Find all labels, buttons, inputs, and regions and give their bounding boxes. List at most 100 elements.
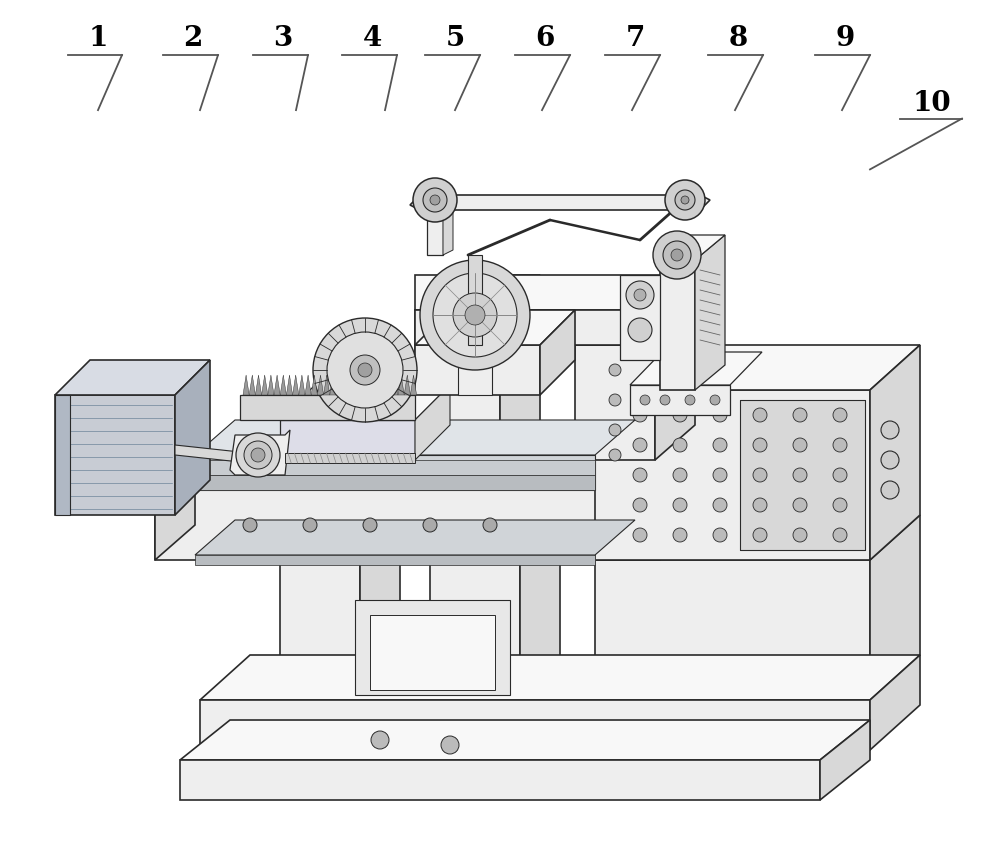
Text: 2: 2 [183, 25, 203, 52]
Circle shape [673, 438, 687, 452]
Circle shape [441, 736, 459, 754]
Polygon shape [195, 420, 635, 455]
Polygon shape [280, 385, 450, 420]
Circle shape [713, 528, 727, 542]
Polygon shape [155, 490, 660, 560]
Circle shape [673, 408, 687, 422]
Polygon shape [195, 455, 595, 490]
Polygon shape [386, 375, 392, 395]
Circle shape [626, 281, 654, 309]
Circle shape [881, 451, 899, 469]
Polygon shape [280, 375, 286, 395]
Polygon shape [274, 375, 280, 395]
Text: 4: 4 [362, 25, 382, 52]
Polygon shape [468, 255, 482, 345]
Circle shape [243, 518, 257, 532]
Polygon shape [655, 310, 695, 460]
Circle shape [413, 178, 457, 222]
Polygon shape [595, 390, 870, 560]
Polygon shape [410, 375, 417, 395]
Circle shape [713, 438, 727, 452]
Circle shape [633, 438, 647, 452]
Polygon shape [200, 655, 920, 700]
Circle shape [371, 731, 389, 749]
Polygon shape [595, 345, 920, 390]
Text: 8: 8 [728, 25, 748, 52]
Polygon shape [230, 430, 290, 475]
Circle shape [453, 293, 497, 337]
Circle shape [303, 518, 317, 532]
Circle shape [251, 448, 265, 462]
Polygon shape [243, 375, 249, 395]
Polygon shape [255, 375, 262, 395]
Circle shape [653, 231, 701, 279]
Polygon shape [540, 310, 575, 395]
Polygon shape [286, 375, 293, 395]
Polygon shape [458, 345, 510, 360]
Polygon shape [870, 515, 920, 700]
Text: 10: 10 [913, 90, 951, 117]
Polygon shape [870, 655, 920, 750]
Polygon shape [175, 360, 210, 515]
Circle shape [633, 408, 647, 422]
Circle shape [673, 498, 687, 512]
Polygon shape [575, 345, 655, 460]
Polygon shape [285, 453, 415, 463]
Polygon shape [458, 345, 492, 395]
Polygon shape [373, 375, 379, 395]
Circle shape [793, 528, 807, 542]
Polygon shape [280, 560, 360, 700]
Circle shape [609, 424, 621, 436]
Polygon shape [430, 560, 520, 700]
Polygon shape [195, 475, 595, 490]
Circle shape [633, 498, 647, 512]
Polygon shape [370, 615, 495, 690]
Circle shape [634, 289, 646, 301]
Circle shape [793, 408, 807, 422]
Circle shape [244, 441, 272, 469]
Circle shape [713, 498, 727, 512]
Polygon shape [342, 375, 348, 395]
Polygon shape [695, 235, 725, 390]
Circle shape [681, 196, 689, 204]
Circle shape [753, 498, 767, 512]
Polygon shape [820, 720, 870, 800]
Polygon shape [415, 310, 575, 345]
Circle shape [793, 438, 807, 452]
Text: 6: 6 [535, 25, 555, 52]
Circle shape [753, 528, 767, 542]
Polygon shape [630, 385, 730, 415]
Circle shape [833, 408, 847, 422]
Polygon shape [324, 375, 330, 395]
Polygon shape [415, 275, 540, 310]
Polygon shape [55, 395, 175, 515]
Text: 7: 7 [625, 25, 645, 52]
Polygon shape [443, 195, 453, 255]
Circle shape [833, 528, 847, 542]
Polygon shape [180, 720, 870, 760]
Circle shape [685, 395, 695, 405]
Circle shape [609, 364, 621, 376]
Circle shape [465, 305, 485, 325]
Circle shape [793, 468, 807, 482]
Polygon shape [262, 375, 268, 395]
Polygon shape [415, 345, 540, 395]
Polygon shape [398, 375, 404, 395]
Circle shape [363, 518, 377, 532]
Circle shape [673, 468, 687, 482]
Circle shape [660, 395, 670, 405]
Polygon shape [660, 235, 725, 260]
Circle shape [663, 241, 691, 269]
Polygon shape [500, 275, 540, 460]
Text: 9: 9 [835, 25, 855, 52]
Polygon shape [293, 375, 299, 395]
Polygon shape [305, 375, 311, 395]
Circle shape [881, 481, 899, 499]
Polygon shape [595, 560, 870, 700]
Polygon shape [361, 375, 367, 395]
Polygon shape [195, 460, 595, 475]
Circle shape [753, 408, 767, 422]
Circle shape [665, 180, 705, 220]
Circle shape [423, 518, 437, 532]
Circle shape [236, 433, 280, 477]
